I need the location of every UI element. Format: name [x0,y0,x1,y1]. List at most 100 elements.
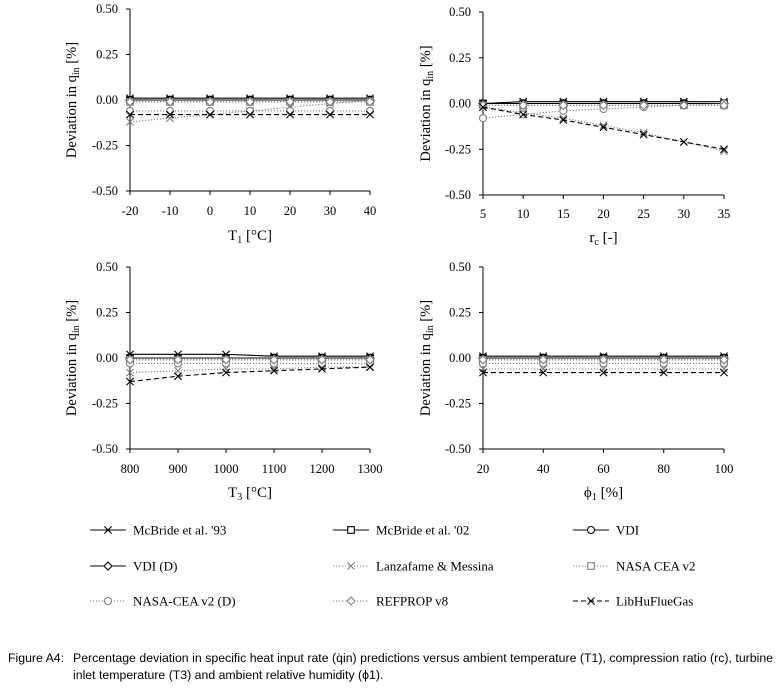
data-point [518,100,528,111]
y-tick-label: -0.25 [445,142,471,156]
y-label-main: Deviation in q [64,333,80,416]
data-point [719,100,729,111]
legend-marker [347,562,355,570]
series-line [130,353,370,357]
x-tick-label: -10 [162,204,179,218]
y-label-sub: in [425,325,436,333]
legend-entry: VDI [573,523,639,538]
x-tick-label: 1000 [214,462,239,476]
data-point [366,363,374,372]
legend-entry: McBride et al. '93 [90,523,226,538]
x-label-main: T [228,485,237,501]
x-label-sub: 3 [237,492,242,503]
y-tick-label: -0.25 [445,397,471,411]
y-tick-label: 0.00 [449,351,471,365]
legend-marker [587,562,595,570]
x-tick-label: 10 [244,204,257,218]
data-point [125,106,135,115]
y-tick-label: -0.50 [445,188,471,202]
y-axis-label: Deviation in qin [%] [418,300,436,416]
x-tick-label: 40 [537,462,550,476]
data-point [599,368,608,377]
y-tick-label: 0.25 [96,306,118,320]
data-point [519,110,528,119]
data-point [317,355,327,365]
data-point [479,368,487,377]
data-point [126,117,134,126]
data-point [126,368,134,377]
x-tick-label: 20 [284,204,297,218]
data-point [126,377,134,386]
legend-marker [587,597,595,605]
x-label-main: ϕ [584,485,592,501]
y-tick-label: -0.25 [92,139,118,153]
y-label-sub: in [425,71,436,79]
data-point [325,106,335,115]
data-point [325,97,335,107]
y-tick-label: 0.50 [449,260,471,274]
x-label-unit: [°C] [242,485,272,501]
y-tick-label: 0.50 [449,5,471,19]
y-tick-label: -0.50 [445,442,471,456]
x-label-sub: 1 [592,492,597,503]
x-tick-label: 15 [557,207,570,221]
data-point [719,355,729,365]
x-tick-label: 20 [597,207,610,221]
data-point [206,110,214,119]
data-point [126,110,134,119]
data-point [538,355,549,365]
series-circle-6 [125,359,375,368]
y-tick-label: -0.50 [92,442,118,456]
y-label-main: Deviation in q [418,333,434,416]
data-point [539,368,548,377]
y-tick-label: 0.25 [449,51,471,65]
y-label-sub: in [71,325,82,333]
x-label-sub: c [594,237,599,248]
x-tick-label: 40 [364,204,377,218]
data-point [478,114,488,123]
legend-marker [346,596,356,606]
x-label-sub: 1 [237,235,242,246]
legend-entry: NASA-CEA v2 (D) [90,594,236,609]
x-tick-label: 900 [169,462,188,476]
data-point [125,97,135,107]
y-tick-label: 0.25 [96,48,118,62]
series-x-8 [126,363,374,386]
legend-entry: VDI (D) [90,559,177,574]
x-tick-label: 0 [207,204,213,218]
legend-marker [103,561,113,571]
chart-2: 0.50 0.25 0.00 -0.25 -0.50 5 10 15 20 25 30 35 rc [-… [418,5,730,248]
data-point [173,355,183,365]
x-tick-label: 100 [715,462,734,476]
x-tick-label: 30 [678,207,691,221]
data-point [558,100,569,111]
y-tick-label: 0.50 [96,260,118,274]
data-point [478,355,488,365]
data-point [246,110,254,119]
series-x-4 [479,364,728,373]
x-label-main: T [228,228,237,244]
caption-text: Percentage deviation in specific heat in… [73,651,773,682]
series-line [129,366,370,374]
series-x-8 [479,368,728,377]
data-point [125,355,135,365]
data-point [658,355,669,365]
x-tick-label: 1300 [358,462,383,476]
legend-marker [104,526,112,534]
data-point [720,368,728,377]
data-point [245,97,255,107]
data-point [679,100,689,111]
legend-label: VDI (D) [133,559,177,574]
x-tick-label: 5 [480,207,486,221]
data-point [221,355,231,365]
x-label-main: r [589,230,594,246]
y-label-main: Deviation in q [418,79,434,162]
series-diamond-7 [478,355,729,365]
x-tick-label: -20 [122,204,139,218]
data-point [318,364,326,373]
series-x-8 [479,103,728,154]
data-point [174,372,182,381]
data-point [285,97,295,107]
series-x-4 [126,363,374,377]
